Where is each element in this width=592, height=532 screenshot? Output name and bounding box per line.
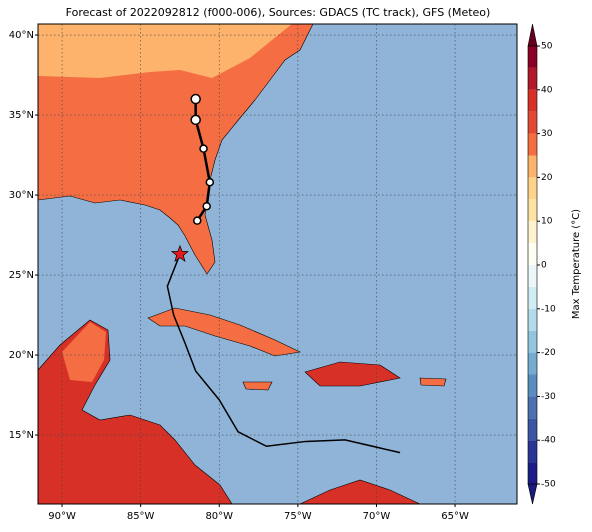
colorbar-band: [528, 352, 537, 375]
y-tick-label: 15°N: [9, 430, 34, 441]
colorbar-band: [528, 418, 537, 441]
colorbar-band: [528, 330, 537, 353]
forecast-point: [190, 114, 201, 126]
forecast-point: [199, 144, 208, 153]
land-puerto-rico: [419, 377, 447, 387]
colorbar-tick-label: 20: [541, 173, 553, 183]
colorbar-tick-label: 40: [541, 85, 553, 95]
y-tick-label: 40°N: [9, 30, 34, 41]
colorbar-band: [528, 374, 537, 397]
landfall-star: [170, 244, 190, 262]
map-frame: [37, 23, 518, 505]
colorbar-band: [528, 67, 537, 90]
colorbar-under: [527, 483, 538, 505]
y-tick-label: 20°N: [9, 350, 34, 361]
colorbar-over: [527, 23, 538, 47]
land-yucatan: [62, 322, 106, 382]
map-area: [38, 24, 517, 504]
colorbar-tick-label: 10: [541, 217, 553, 227]
land-cuba: [147, 307, 301, 357]
track-line: [166, 253, 401, 454]
colorbar-band: [528, 89, 537, 112]
land-us: [38, 24, 314, 275]
colorbar-tick-label: -20: [541, 348, 556, 358]
colorbar-band: [528, 177, 537, 200]
colorbar-band: [528, 133, 537, 156]
x-tick-label: 70°W: [363, 511, 391, 522]
colorbar-band: [528, 396, 537, 419]
x-tick-label: 65°W: [441, 511, 469, 522]
colorbar-band: [528, 155, 537, 178]
colorbar-band: [528, 308, 537, 331]
colorbar-band: [528, 221, 537, 244]
y-tick-label: 30°N: [9, 190, 34, 201]
forecast-point: [190, 93, 201, 105]
colorbar-tick-label: 0: [541, 261, 547, 271]
map-title: Forecast of 2022092812 (f000-006), Sourc…: [66, 6, 491, 19]
forecast-point: [202, 201, 211, 211]
colorbar-tick-label: 50: [541, 42, 553, 52]
colorbar-tick-label: -30: [541, 392, 556, 402]
colorbar-label: Max Temperature (°C): [571, 209, 582, 319]
y-tick-label: 25°N: [9, 270, 34, 281]
colorbar-band: [528, 111, 537, 134]
forecast-point: [192, 216, 202, 225]
colorbar-band: [528, 462, 537, 484]
colorbar-band: [528, 199, 537, 222]
x-tick-label: 90°W: [48, 511, 76, 522]
colorbar-tick-label: 30: [541, 129, 553, 139]
colorbar-band: [528, 46, 537, 68]
colorbar-band: [528, 286, 537, 309]
forecast-point: [205, 177, 215, 187]
colorbar-band: [528, 440, 537, 463]
colorbar-tick-label: -50: [541, 480, 556, 490]
x-tick-label: 85°W: [127, 511, 155, 522]
land-jamaica: [242, 381, 273, 391]
x-tick-label: 80°W: [205, 511, 233, 522]
land-north: [38, 24, 292, 78]
land-south-america: [299, 479, 421, 504]
x-tick-label: 75°W: [284, 511, 312, 522]
colorbar-band: [528, 265, 537, 287]
colorbar-tick-label: -10: [541, 304, 556, 314]
colorbar-tick-label: -40: [541, 436, 556, 446]
y-tick-label: 35°N: [9, 110, 34, 121]
colorbar-band: [528, 243, 537, 265]
